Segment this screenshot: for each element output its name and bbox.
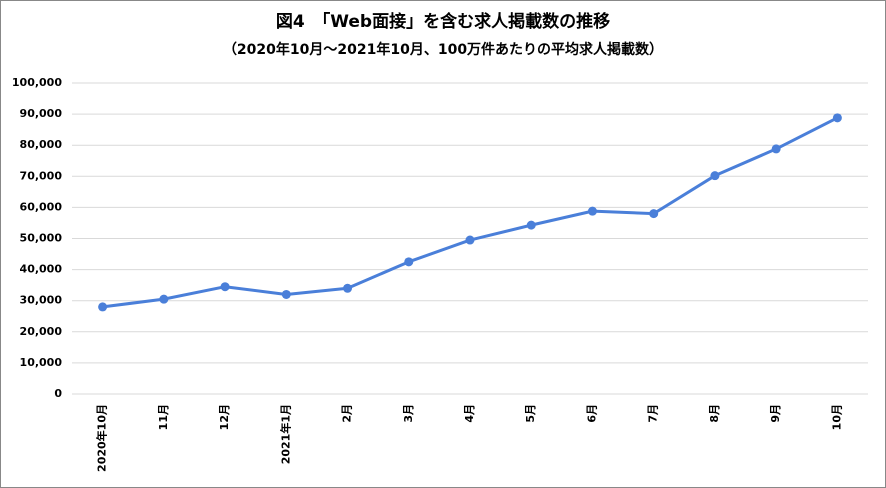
x-tick-label: 10月 (830, 404, 843, 430)
x-tick-label: 2月 (341, 404, 354, 423)
marker (526, 220, 536, 230)
marker (649, 209, 659, 219)
y-tick-label: 20,000 (20, 325, 63, 338)
x-tick-label: 8月 (708, 404, 721, 423)
y-tick-label: 50,000 (20, 232, 63, 245)
x-tick-label: 11月 (157, 404, 170, 430)
marker (281, 289, 291, 299)
x-tick-label: 4月 (463, 404, 476, 423)
y-tick-label: 30,000 (20, 294, 63, 307)
marker (159, 294, 169, 304)
y-tick-label: 90,000 (20, 107, 63, 120)
y-tick-label: 40,000 (20, 263, 63, 276)
marker (771, 144, 781, 154)
marker (220, 282, 230, 292)
marker (343, 283, 353, 293)
y-tick-label: 70,000 (20, 169, 63, 182)
marker (587, 206, 597, 216)
y-tick-label: 60,000 (20, 200, 63, 213)
y-tick-label: 80,000 (20, 138, 63, 151)
marker (404, 257, 414, 267)
x-tick-label: 2020年10月 (95, 404, 109, 472)
x-tick-label: 5月 (524, 404, 537, 423)
marker (710, 171, 720, 181)
x-tick-label: 3月 (402, 404, 415, 423)
y-tick-label: 0 (54, 387, 62, 400)
x-tick-label: 9月 (769, 404, 782, 423)
x-tick-label: 2021年1月 (278, 404, 292, 464)
y-tick-label: 100,000 (12, 76, 62, 89)
marker (465, 235, 475, 245)
chart-title: 図4 「Web面接」を含む求人掲載数の推移 (276, 11, 610, 32)
x-tick-label: 12月 (218, 404, 231, 430)
x-tick-label: 6月 (585, 404, 598, 423)
x-tick-label: 7月 (647, 404, 660, 423)
marker (98, 302, 108, 312)
chart-subtitle: （2020年10月～2021年10月、100万件あたりの平均求人掲載数） (223, 41, 663, 58)
y-tick-label: 10,000 (20, 356, 63, 369)
marker (832, 113, 842, 123)
